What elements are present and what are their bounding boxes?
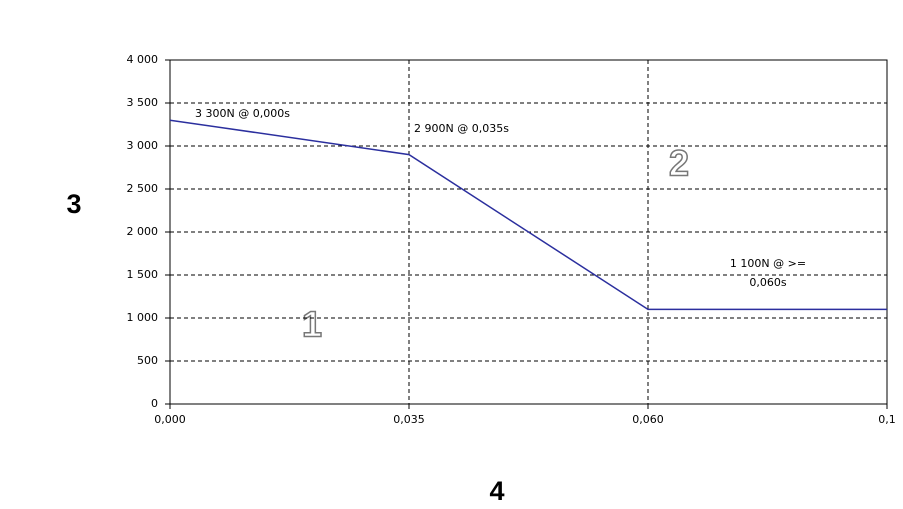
y-tick-label: 0 [151,397,158,410]
y-tick-label: 3 500 [127,96,159,109]
region-label: 2 [669,143,689,184]
y-tick-label: 4 000 [127,53,159,66]
x-axis-label: 4 [489,476,504,506]
annotation: 2 900N @ 0,035s [414,122,509,135]
annotation: 3 300N @ 0,000s [195,107,290,120]
y-tick-label: 1 000 [127,311,159,324]
y-tick-label: 500 [137,354,158,367]
line [169,119,887,311]
y-axis-label: 3 [66,189,81,219]
annotation: 1 100N @ >= [730,257,806,270]
y-tick-label: 2 500 [127,182,159,195]
annotation: 0,060s [749,276,786,289]
x-tick-label: 0,000 [154,413,186,426]
x-tick-label: 0,035 [393,413,425,426]
y-tick-label: 3 000 [127,139,159,152]
y-tick-label: 2 000 [127,225,159,238]
x-tick-label: 0,1 [878,413,896,426]
x-tick-label: 0,060 [632,413,664,426]
y-tick-label: 1 500 [127,268,159,281]
region-label: 1 [302,304,322,345]
